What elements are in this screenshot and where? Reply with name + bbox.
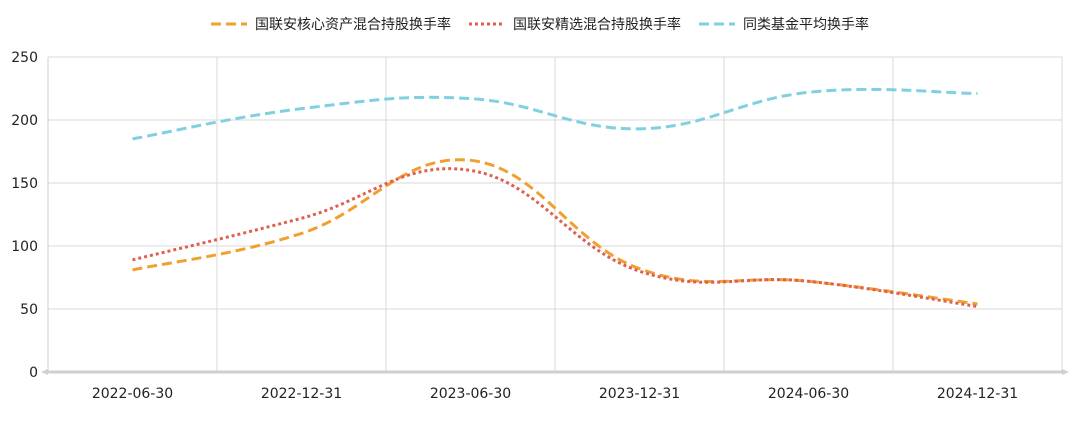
legend-label: 国联安精选混合持股换手率 <box>513 16 681 33</box>
y-tick-label: 200 <box>11 113 38 129</box>
series-group <box>132 87 978 308</box>
x-tick-label: 2023-06-30 <box>430 386 511 402</box>
x-tick-label: 2022-06-30 <box>92 386 173 402</box>
x-tick-label: 2022-12-31 <box>261 386 342 402</box>
x-axis-right-arrow <box>1062 369 1069 375</box>
x-tick-label: 2023-12-31 <box>599 386 680 402</box>
x-axis-left-arrow <box>41 369 48 375</box>
y-tick-label: 250 <box>11 50 38 66</box>
legend: 国联安核心资产混合持股换手率 国联安精选混合持股换手率 同类基金平均换手率 <box>211 16 869 33</box>
y-tick-label: 150 <box>11 176 38 192</box>
series-line-3 <box>132 87 978 141</box>
legend-label: 国联安核心资产混合持股换手率 <box>255 16 451 33</box>
x-tick-label: 2024-06-30 <box>768 386 849 402</box>
legend-label: 同类基金平均换手率 <box>743 16 869 33</box>
y-tick-label: 100 <box>11 239 38 255</box>
y-tick-label: 50 <box>20 302 38 318</box>
series-line-2 <box>132 167 978 308</box>
x-tick-label: 2024-12-31 <box>937 386 1018 402</box>
axes: 0 50 100 150 200 250 2022-06-30 2022-12-31 2023-… <box>11 50 1069 402</box>
y-tick-label: 0 <box>29 365 38 381</box>
grid <box>48 56 1063 372</box>
